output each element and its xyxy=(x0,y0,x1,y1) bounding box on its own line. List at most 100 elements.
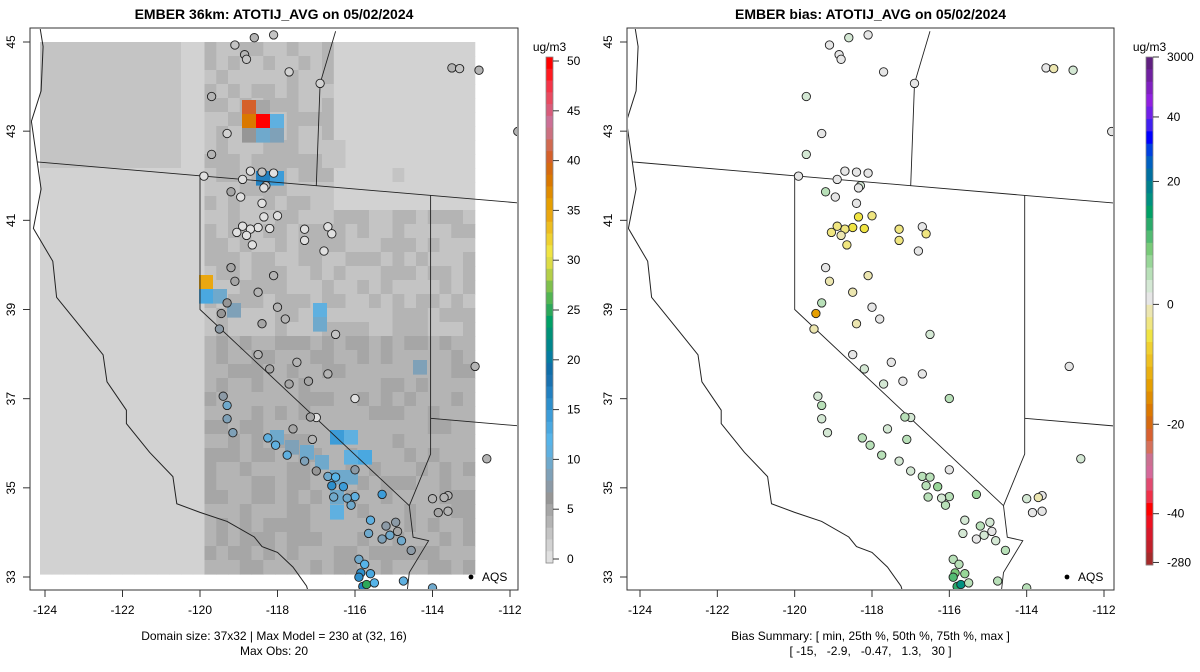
observation-site[interactable] xyxy=(886,357,896,367)
observation-site[interactable] xyxy=(817,298,827,308)
observation-site[interactable] xyxy=(842,240,852,250)
observation-site[interactable] xyxy=(844,33,854,43)
observation-site[interactable] xyxy=(299,224,310,234)
observation-site[interactable] xyxy=(365,515,376,525)
observation-site[interactable] xyxy=(925,329,935,340)
observation-site[interactable] xyxy=(851,198,862,208)
observation-site[interactable] xyxy=(268,270,279,281)
observation-site[interactable] xyxy=(513,126,522,137)
observation-site[interactable] xyxy=(439,492,449,503)
observation-site[interactable] xyxy=(824,40,835,50)
observation-site[interactable] xyxy=(865,440,875,450)
observation-site[interactable] xyxy=(793,171,804,181)
observation-site[interactable] xyxy=(857,433,867,443)
observation-site[interactable] xyxy=(253,287,263,297)
observation-site[interactable] xyxy=(323,471,333,482)
observation-site[interactable] xyxy=(971,489,982,500)
observation-site[interactable] xyxy=(1033,492,1043,503)
observation-site[interactable] xyxy=(1107,126,1116,137)
observation-site[interactable] xyxy=(236,192,246,202)
observation-site[interactable] xyxy=(381,521,391,531)
observation-site[interactable] xyxy=(848,287,858,297)
observation-site[interactable] xyxy=(958,528,968,539)
observation-site[interactable] xyxy=(259,212,269,222)
observation-site[interactable] xyxy=(241,230,252,241)
observation-site[interactable] xyxy=(840,166,850,176)
observation-site[interactable] xyxy=(365,569,376,579)
observation-site[interactable] xyxy=(319,246,329,256)
observation-site[interactable] xyxy=(354,572,364,582)
observation-site[interactable] xyxy=(265,364,275,374)
observation-site[interactable] xyxy=(363,528,374,539)
observation-site[interactable] xyxy=(284,67,294,77)
observation-site[interactable] xyxy=(960,569,970,579)
observation-site[interactable] xyxy=(199,171,209,181)
observation-site[interactable] xyxy=(1068,65,1078,75)
observation-site[interactable] xyxy=(809,324,819,334)
observation-site[interactable] xyxy=(822,428,833,438)
observation-site[interactable] xyxy=(257,167,267,177)
observation-site[interactable] xyxy=(303,376,314,386)
observation-site[interactable] xyxy=(964,578,974,588)
observation-site[interactable] xyxy=(867,302,877,312)
observation-site[interactable] xyxy=(817,414,827,424)
observation-site[interactable] xyxy=(305,412,316,422)
observation-site[interactable] xyxy=(853,183,864,193)
observation-site[interactable] xyxy=(330,329,341,340)
observation-site[interactable] xyxy=(350,465,360,475)
observation-site[interactable] xyxy=(454,63,465,74)
observation-site[interactable] xyxy=(817,400,827,411)
observation-site[interactable] xyxy=(979,530,989,540)
observation-site[interactable] xyxy=(377,534,387,544)
observation-site[interactable] xyxy=(913,246,924,256)
observation-site[interactable] xyxy=(327,481,337,491)
observation-site[interactable] xyxy=(944,465,954,475)
observation-site[interactable] xyxy=(848,222,858,233)
observation-site[interactable] xyxy=(851,167,862,177)
observation-site[interactable] xyxy=(263,433,273,443)
observation-site[interactable] xyxy=(1049,63,1059,74)
observation-site[interactable] xyxy=(323,222,333,232)
observation-site[interactable] xyxy=(253,349,263,360)
observation-site[interactable] xyxy=(257,198,267,208)
observation-site[interactable] xyxy=(228,428,238,438)
observation-site[interactable] xyxy=(917,369,927,379)
observation-site[interactable] xyxy=(948,554,958,564)
observation-site[interactable] xyxy=(206,91,217,102)
observation-site[interactable] xyxy=(936,493,947,503)
observation-site[interactable] xyxy=(830,192,840,202)
observation-site[interactable] xyxy=(900,412,910,422)
observation-site[interactable] xyxy=(270,440,281,450)
observation-site[interactable] xyxy=(817,128,827,139)
observation-site[interactable] xyxy=(245,166,256,176)
observation-site[interactable] xyxy=(832,174,842,185)
observation-site[interactable] xyxy=(214,324,225,334)
observation-site[interactable] xyxy=(1076,454,1086,464)
observation-site[interactable] xyxy=(391,517,401,527)
observation-site[interactable] xyxy=(875,314,885,324)
observation-site[interactable] xyxy=(222,400,232,411)
observation-site[interactable] xyxy=(342,493,352,503)
observation-site[interactable] xyxy=(1027,507,1038,518)
observation-site[interactable] xyxy=(443,506,453,516)
observation-site[interactable] xyxy=(917,222,927,232)
observation-site[interactable] xyxy=(311,466,321,476)
observation-site[interactable] xyxy=(944,491,954,502)
observation-site[interactable] xyxy=(954,559,964,569)
observation-site[interactable] xyxy=(230,276,240,286)
observation-site[interactable] xyxy=(216,308,226,319)
observation-site[interactable] xyxy=(288,424,298,434)
observation-site[interactable] xyxy=(354,554,364,564)
observation-site[interactable] xyxy=(249,33,259,43)
observation-site[interactable] xyxy=(226,187,236,197)
observation-site[interactable] xyxy=(323,369,333,379)
observation-site[interactable] xyxy=(206,149,217,160)
observation-site[interactable] xyxy=(482,454,492,464)
observation-site[interactable] xyxy=(859,223,869,234)
observation-site[interactable] xyxy=(1000,545,1011,556)
observation-site[interactable] xyxy=(474,65,484,75)
observation-site[interactable] xyxy=(427,583,438,592)
observation-site[interactable] xyxy=(307,434,318,445)
observation-site[interactable] xyxy=(222,128,232,139)
observation-site[interactable] xyxy=(960,515,970,525)
